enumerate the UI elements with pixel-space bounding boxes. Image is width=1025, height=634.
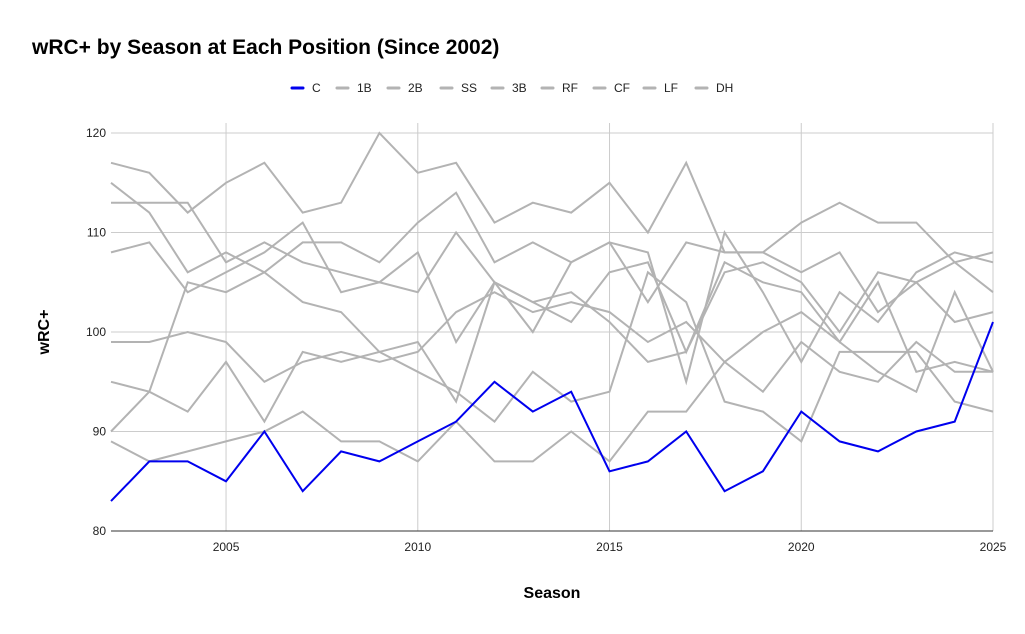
y-axis-ticks: 80 90 100 110 120: [86, 126, 106, 538]
series-line-cf: [111, 291, 993, 394]
x-tick-label: 2020: [788, 540, 815, 554]
y-tick-label: 110: [87, 226, 106, 240]
legend-item-cf[interactable]: CF: [592, 81, 630, 95]
x-tick-label: 2015: [596, 540, 623, 554]
x-tick-label: 2010: [404, 540, 431, 554]
series-line-dh: [110, 270, 994, 443]
legend-item-3b[interactable]: 3B: [490, 81, 527, 95]
legend-label: LF: [664, 81, 678, 95]
series-line-2b: [110, 289, 994, 463]
legend-label: 3B: [512, 81, 527, 95]
x-tick-label: 2005: [213, 540, 240, 554]
legend-item-dh[interactable]: DH: [694, 81, 733, 95]
y-axis-title: wRC+: [36, 310, 53, 356]
series-line-1b: [110, 131, 994, 293]
legend-label: 1B: [357, 81, 372, 95]
series-line-3b: [110, 221, 994, 373]
y-tick-label: 100: [86, 325, 106, 339]
legend-label: 2B: [408, 81, 423, 95]
legend-label: DH: [716, 81, 733, 95]
legend-label: C: [312, 81, 321, 95]
legend-label: RF: [562, 81, 578, 95]
gridlines: [111, 123, 994, 531]
series-lines: [110, 131, 994, 502]
series-line-c: [110, 321, 994, 502]
y-tick-label: 80: [93, 524, 107, 538]
legend: C 1B 2B SS 3B RF CF LF DH: [290, 81, 733, 95]
series-line-rf: [110, 182, 994, 404]
x-axis-ticks: 2005 2010 2015 2020 2025: [213, 540, 1007, 554]
x-tick-label: 2025: [980, 540, 1007, 554]
series-line-ss: [110, 191, 994, 433]
series-line-lf: [111, 201, 994, 364]
legend-item-2b[interactable]: 2B: [386, 81, 423, 95]
legend-item-rf[interactable]: RF: [540, 81, 578, 95]
x-axis-title: Season: [524, 585, 581, 602]
legend-label: CF: [614, 81, 630, 95]
legend-item-1b[interactable]: 1B: [335, 81, 372, 95]
chart-title: wRC+ by Season at Each Position (Since 2…: [31, 36, 499, 59]
y-tick-label: 90: [93, 425, 107, 439]
legend-label: SS: [461, 81, 477, 95]
legend-item-lf[interactable]: LF: [642, 81, 678, 95]
legend-item-c[interactable]: C: [290, 81, 321, 95]
legend-item-ss[interactable]: SS: [439, 81, 477, 95]
y-tick-label: 120: [86, 126, 106, 140]
